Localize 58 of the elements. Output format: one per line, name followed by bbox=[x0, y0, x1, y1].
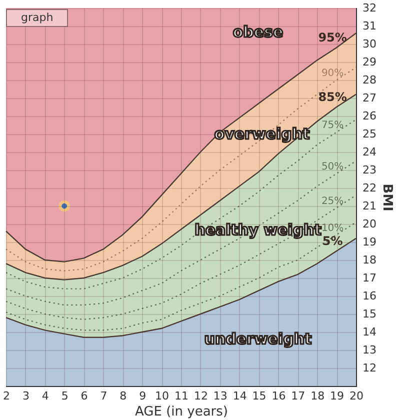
series-label: 25% bbox=[321, 196, 344, 207]
y-axis-title: BMI bbox=[379, 184, 394, 212]
annotation: underweight bbox=[204, 330, 312, 348]
x-tick-label: 12 bbox=[194, 390, 208, 402]
x-tick-label: 13 bbox=[213, 390, 228, 402]
y-tick-label: 14 bbox=[362, 326, 376, 338]
series-label: 50% bbox=[321, 162, 344, 173]
x-tick-label: 4 bbox=[42, 390, 49, 402]
y-tick-label: 16 bbox=[362, 290, 376, 302]
x-tick-label: 11 bbox=[174, 390, 188, 402]
annotation: graph bbox=[6, 9, 68, 27]
y-tick-label: 28 bbox=[362, 74, 376, 86]
y-tick-label: 31 bbox=[362, 20, 376, 32]
x-tick-label: 7 bbox=[100, 390, 108, 402]
y-tick-label: 22 bbox=[362, 182, 376, 194]
line-series bbox=[5, 66, 357, 272]
x-tick-label: 3 bbox=[22, 390, 30, 402]
x-tick-label: 14 bbox=[232, 390, 247, 402]
y-tick-label: 19 bbox=[362, 236, 376, 248]
series-label: 75% bbox=[321, 120, 344, 132]
y-tick-label: 15 bbox=[362, 308, 376, 320]
series-label: 85% bbox=[318, 90, 347, 104]
y-tick-label: 23 bbox=[362, 164, 376, 176]
line-series bbox=[5, 222, 357, 331]
x-tick-label: 9 bbox=[139, 390, 146, 402]
y-tick-label: 20 bbox=[362, 218, 376, 230]
annotation: obese bbox=[232, 23, 284, 41]
x-tick-label: 5 bbox=[61, 390, 68, 402]
x-tick-label: 2 bbox=[3, 390, 10, 402]
x-tick-label: 20 bbox=[350, 390, 364, 402]
y-tick-label: 17 bbox=[362, 272, 376, 284]
x-tick-label: 6 bbox=[80, 390, 88, 402]
x-tick-label: 15 bbox=[252, 390, 266, 402]
annotation: healthy weight bbox=[194, 221, 322, 239]
x-tick-label: 16 bbox=[272, 390, 286, 402]
x-axis-title: AGE (in years) bbox=[135, 404, 228, 420]
series-label: 5% bbox=[322, 234, 343, 248]
y-tick-label: 26 bbox=[362, 110, 376, 122]
series-label: 95% bbox=[318, 30, 347, 45]
x-tick-label: 19 bbox=[330, 390, 344, 402]
y-tick-label: 25 bbox=[362, 128, 376, 140]
x-tick-label: 10 bbox=[155, 390, 170, 402]
y-tick-label: 18 bbox=[362, 254, 376, 266]
y-tick-label: 32 bbox=[362, 2, 376, 14]
line-series bbox=[5, 160, 357, 306]
x-tick-label: 8 bbox=[120, 390, 127, 402]
y-tick-label: 29 bbox=[362, 56, 376, 68]
y-tick-label: 27 bbox=[362, 92, 376, 104]
y-tick-label: 30 bbox=[362, 38, 376, 50]
y-tick-label: 21 bbox=[362, 200, 376, 212]
series-label: 10% bbox=[321, 222, 344, 234]
series-label: 90% bbox=[321, 68, 344, 79]
y-tick-label: 12 bbox=[362, 362, 376, 374]
y-tick-label: 13 bbox=[362, 344, 376, 356]
y-tick-label: 24 bbox=[362, 146, 376, 158]
line-series bbox=[5, 119, 357, 290]
x-tick-label: 18 bbox=[310, 390, 325, 402]
x-tick-label: 17 bbox=[291, 390, 306, 402]
